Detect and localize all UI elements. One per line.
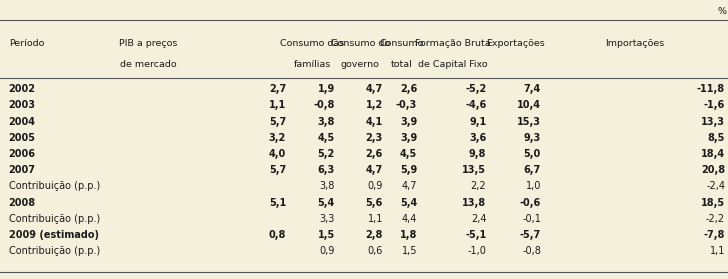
Text: 2008: 2008 [9,198,36,208]
Text: Consumo das: Consumo das [280,39,344,48]
Text: -2,4: -2,4 [706,181,725,191]
Text: 4,5: 4,5 [400,149,417,159]
Text: 6,3: 6,3 [317,165,335,175]
Text: -1,6: -1,6 [704,100,725,110]
Text: 18,5: 18,5 [701,198,725,208]
Text: 3,3: 3,3 [320,214,335,224]
Text: -5,2: -5,2 [465,84,486,94]
Text: 5,6: 5,6 [365,198,383,208]
Text: de Capital Fixo: de Capital Fixo [419,60,488,69]
Text: 20,8: 20,8 [701,165,725,175]
Text: de mercado: de mercado [120,60,176,69]
Text: 5,0: 5,0 [523,149,541,159]
Text: 5,7: 5,7 [269,165,286,175]
Text: 18,4: 18,4 [701,149,725,159]
Text: 3,9: 3,9 [400,117,417,127]
Text: -5,1: -5,1 [465,230,486,240]
Text: 3,6: 3,6 [469,133,486,143]
Text: 2006: 2006 [9,149,36,159]
Text: 10,4: 10,4 [517,100,541,110]
Text: 5,2: 5,2 [317,149,335,159]
Text: 4,5: 4,5 [317,133,335,143]
Text: PIB a preços: PIB a preços [119,39,178,48]
Text: 4,1: 4,1 [365,117,383,127]
Text: %: % [718,7,727,16]
Text: 9,8: 9,8 [469,149,486,159]
Text: 1,8: 1,8 [400,230,417,240]
Text: 1,1: 1,1 [710,246,725,256]
Text: Contribuição (p.p.): Contribuição (p.p.) [9,181,100,191]
Text: 9,1: 9,1 [469,117,486,127]
Text: 3,8: 3,8 [317,117,335,127]
Text: 1,0: 1,0 [526,181,541,191]
Text: 3,8: 3,8 [320,181,335,191]
Text: 2002: 2002 [9,84,36,94]
Text: 2,4: 2,4 [471,214,486,224]
Text: 4,0: 4,0 [269,149,286,159]
Text: Exportações: Exportações [486,39,545,48]
Text: -4,6: -4,6 [465,100,486,110]
Text: Consumo do: Consumo do [331,39,390,48]
Text: 4,4: 4,4 [402,214,417,224]
Text: 9,3: 9,3 [523,133,541,143]
Text: 1,2: 1,2 [365,100,383,110]
Text: Importações: Importações [605,39,664,48]
Text: 5,4: 5,4 [400,198,417,208]
Text: 1,5: 1,5 [317,230,335,240]
Text: 0,6: 0,6 [368,246,383,256]
Text: -0,3: -0,3 [396,100,417,110]
Text: -11,8: -11,8 [697,84,725,94]
Text: 4,7: 4,7 [365,84,383,94]
Text: 8,5: 8,5 [708,133,725,143]
Text: 2,8: 2,8 [365,230,383,240]
Text: 5,7: 5,7 [269,117,286,127]
Text: -0,6: -0,6 [520,198,541,208]
Text: Contribuição (p.p.): Contribuição (p.p.) [9,214,100,224]
Text: famílias: famílias [293,60,331,69]
Text: 2007: 2007 [9,165,36,175]
Text: 0,9: 0,9 [368,181,383,191]
Text: 15,3: 15,3 [517,117,541,127]
Text: 0,8: 0,8 [269,230,286,240]
Text: governo: governo [341,60,380,69]
Text: 5,1: 5,1 [269,198,286,208]
Text: Formação Bruta: Formação Bruta [416,39,491,48]
Text: total: total [391,60,412,69]
Text: 2,6: 2,6 [400,84,417,94]
Text: Consumo: Consumo [379,39,424,48]
Text: 2,2: 2,2 [471,181,486,191]
Text: 5,9: 5,9 [400,165,417,175]
Text: -0,8: -0,8 [522,246,541,256]
Text: 13,5: 13,5 [462,165,486,175]
Text: 2009 (estimado): 2009 (estimado) [9,230,99,240]
Text: 13,3: 13,3 [701,117,725,127]
Text: 2005: 2005 [9,133,36,143]
Text: 3,2: 3,2 [269,133,286,143]
Text: 2003: 2003 [9,100,36,110]
Text: 4,7: 4,7 [402,181,417,191]
Text: 1,1: 1,1 [269,100,286,110]
Text: -0,1: -0,1 [522,214,541,224]
Text: -7,8: -7,8 [704,230,725,240]
Text: Período: Período [9,39,44,48]
Text: -5,7: -5,7 [520,230,541,240]
Text: 1,1: 1,1 [368,214,383,224]
Text: 0,9: 0,9 [320,246,335,256]
Text: 3,9: 3,9 [400,133,417,143]
Text: 1,9: 1,9 [317,84,335,94]
Text: 2004: 2004 [9,117,36,127]
Text: -2,2: -2,2 [706,214,725,224]
Text: 4,7: 4,7 [365,165,383,175]
Text: 13,8: 13,8 [462,198,486,208]
Text: 2,6: 2,6 [365,149,383,159]
Text: -1,0: -1,0 [467,246,486,256]
Text: 5,4: 5,4 [317,198,335,208]
Text: 2,7: 2,7 [269,84,286,94]
Text: -0,8: -0,8 [314,100,335,110]
Text: 6,7: 6,7 [523,165,541,175]
Text: 7,4: 7,4 [523,84,541,94]
Text: 1,5: 1,5 [402,246,417,256]
Text: 2,3: 2,3 [365,133,383,143]
Text: Contribuição (p.p.): Contribuição (p.p.) [9,246,100,256]
